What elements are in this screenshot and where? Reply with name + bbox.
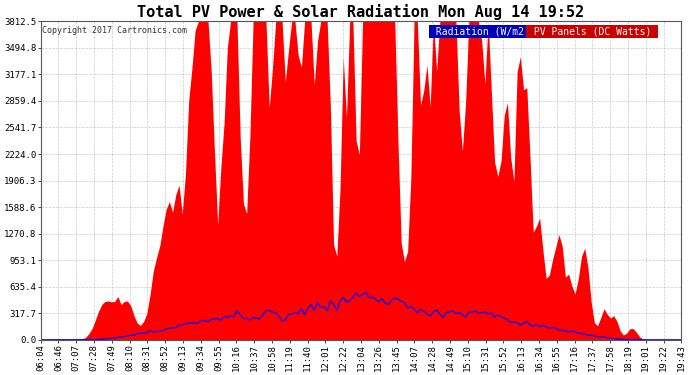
Text: Copyright 2017 Cartronics.com: Copyright 2017 Cartronics.com xyxy=(42,26,187,35)
Text: Radiation (W/m2): Radiation (W/m2) xyxy=(430,26,536,36)
Title: Total PV Power & Solar Radiation Mon Aug 14 19:52: Total PV Power & Solar Radiation Mon Aug… xyxy=(137,4,584,20)
Text: PV Panels (DC Watts): PV Panels (DC Watts) xyxy=(528,26,657,36)
